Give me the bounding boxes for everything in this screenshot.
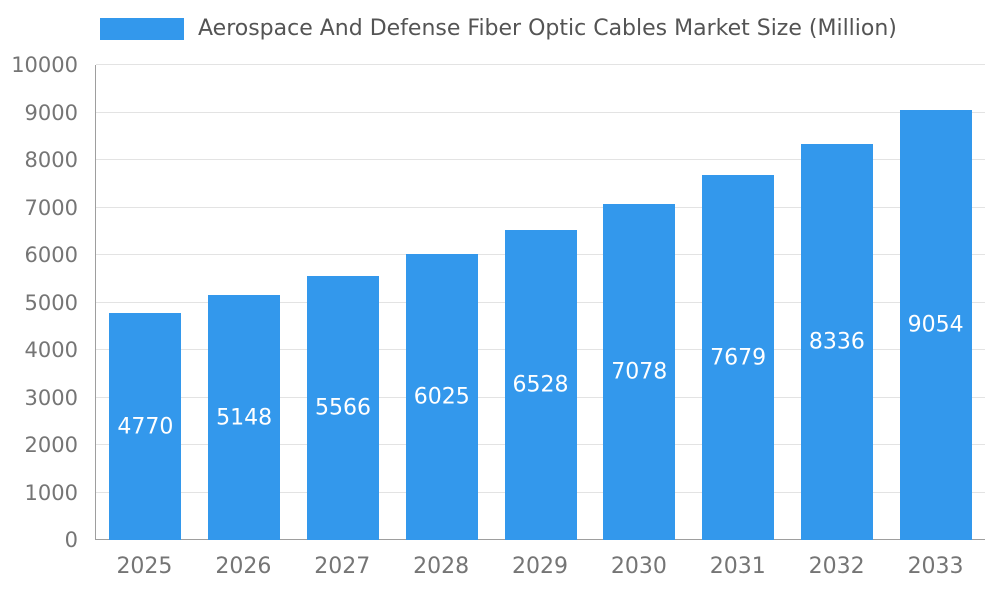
x-tick-label: 2026 — [215, 554, 272, 579]
bar-value-label: 7078 — [611, 359, 668, 385]
y-tick-label: 2000 — [24, 433, 78, 457]
bar-band: 9054 — [886, 65, 985, 540]
y-tick-label: 10000 — [11, 53, 78, 77]
y-tick-label: 0 — [64, 528, 78, 552]
bar-2027: 5566 — [306, 275, 379, 540]
x-tick-label: 2032 — [808, 554, 865, 579]
bar-2030: 7078 — [603, 203, 676, 540]
chart-legend: Aerospace And Defense Fiber Optic Cables… — [100, 16, 897, 41]
bar-series: 4770 5148 5566 6025 6528 7078 7679 8336 9054 — [96, 65, 985, 540]
gridline — [96, 159, 985, 160]
y-tick-label: 9000 — [24, 100, 78, 125]
bar-band: 5148 — [195, 65, 294, 540]
y-tick-label: 3000 — [24, 385, 78, 410]
bar-value-label: 9054 — [907, 312, 964, 338]
y-tick-label: 6000 — [24, 243, 78, 267]
y-axis: 0 1000 2000 3000 4000 5000 6000 7000 8000 9000 100… — [0, 53, 88, 552]
bar-band: 4770 — [96, 65, 195, 540]
x-tick-label: 2030 — [610, 554, 667, 579]
y-tick-label: 1000 — [24, 480, 78, 505]
x-tick-label: 2029 — [512, 554, 568, 579]
y-tick-label: 5000 — [24, 290, 78, 315]
plot-area: 4770 5148 5566 6025 6528 7078 7679 8336 9054 — [95, 64, 985, 540]
bar-value-label: 5566 — [314, 395, 371, 421]
y-tick-label: 8000 — [24, 148, 78, 172]
bar-band: 8336 — [787, 65, 886, 540]
y-tick-label: 7000 — [24, 195, 78, 220]
gridline — [96, 111, 985, 113]
bar-value-label: 7679 — [710, 345, 767, 371]
bar-band: 7078 — [590, 65, 689, 540]
gridline — [96, 64, 985, 65]
bar-2025: 4770 — [109, 313, 182, 540]
bar-value-label: 5148 — [216, 405, 273, 431]
x-tick-label: 2033 — [907, 554, 964, 579]
bar-2031: 7679 — [702, 175, 775, 540]
x-tick-label: 2031 — [709, 554, 766, 579]
chart-title: Aerospace And Defense Fiber Optic Cables… — [198, 16, 897, 41]
bar-value-label: 6528 — [512, 372, 569, 398]
x-tick-label: 2027 — [314, 554, 371, 579]
x-axis: 2025 2026 2027 2028 2029 2030 2031 2032 2033 — [95, 540, 985, 584]
bar-band: 6025 — [392, 65, 491, 540]
bar-band: 6528 — [491, 65, 590, 540]
bar-value-label: 4770 — [117, 414, 174, 440]
x-tick-label: 2025 — [116, 554, 173, 579]
bar-band: 5566 — [294, 65, 393, 540]
bar-2032: 8336 — [800, 144, 873, 540]
bar-band: 7679 — [689, 65, 788, 540]
bar-2029: 6528 — [504, 229, 577, 540]
bar-2026: 5148 — [208, 295, 281, 540]
bar-2028: 6025 — [405, 253, 478, 540]
legend-swatch-icon — [100, 17, 184, 40]
x-tick-label: 2028 — [413, 554, 470, 579]
bar-2033: 9054 — [899, 109, 972, 540]
bar-value-label: 6025 — [413, 384, 470, 410]
bar-value-label: 8336 — [808, 329, 865, 355]
y-tick-label: 4000 — [24, 338, 78, 362]
gridline — [96, 206, 985, 208]
